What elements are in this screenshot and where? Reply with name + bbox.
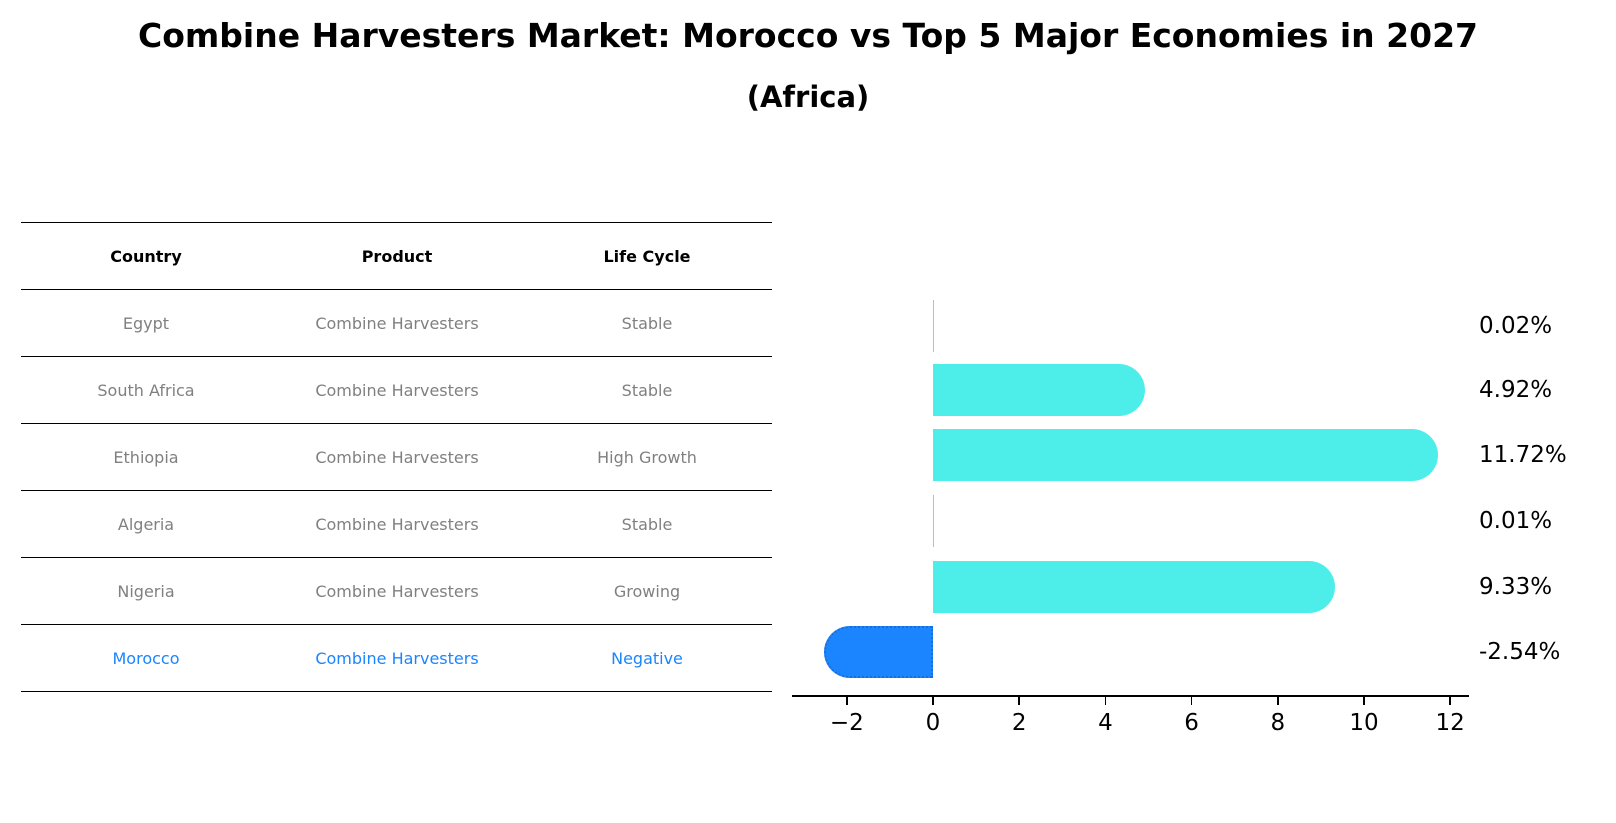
- value-label: 0.02%: [1479, 313, 1553, 339]
- product-cell: Combine Harvesters: [315, 380, 479, 400]
- table-row: South Africa Combine Harvesters Stable: [21, 356, 772, 423]
- x-tick-label: 8: [1270, 710, 1286, 736]
- product-cell: Combine Harvesters: [315, 447, 479, 467]
- x-tick-label: −2: [829, 710, 864, 736]
- table-row: Nigeria Combine Harvesters Growing: [21, 557, 772, 624]
- chart-subtitle: (Africa): [746, 80, 870, 114]
- table-row: Ethiopia Combine Harvesters High Growth: [21, 423, 772, 490]
- life-cycle-cell: Stable: [621, 514, 673, 534]
- bar-algeria: [933, 495, 934, 547]
- x-tick: [1104, 697, 1107, 705]
- x-tick-label: 0: [925, 710, 941, 736]
- x-axis-line: [792, 695, 1469, 697]
- country-table: Country Product Life Cycle Egypt Combine…: [21, 222, 772, 692]
- bar-south-africa: [933, 364, 1146, 416]
- value-label: 11.72%: [1479, 442, 1567, 468]
- x-tick-label: 10: [1349, 710, 1379, 736]
- table-row: Egypt Combine Harvesters Stable: [21, 289, 772, 356]
- bar-ethiopia: [933, 429, 1439, 481]
- x-tick: [1277, 697, 1279, 705]
- table-row-highlighted: Morocco Combine Harvesters Negative: [21, 624, 772, 692]
- column-header-product: Product: [361, 246, 433, 266]
- life-cycle-cell: High Growth: [597, 447, 697, 467]
- country-cell: Morocco: [112, 648, 180, 668]
- column-header-country: Country: [110, 246, 182, 266]
- bar-nigeria: [933, 561, 1336, 613]
- country-cell: South Africa: [97, 380, 195, 400]
- x-tick-label: 12: [1435, 710, 1465, 736]
- x-tick: [1363, 697, 1365, 705]
- x-tick: [1190, 697, 1193, 705]
- product-cell: Combine Harvesters: [315, 581, 479, 601]
- country-cell: Egypt: [122, 313, 170, 333]
- product-cell: Combine Harvesters: [315, 313, 479, 333]
- country-cell: Ethiopia: [113, 447, 179, 467]
- product-cell: Combine Harvesters: [315, 514, 479, 534]
- life-cycle-cell: Stable: [621, 380, 673, 400]
- x-tick-label: 6: [1184, 710, 1199, 736]
- bar-morocco: [823, 626, 933, 678]
- x-tick: [1449, 697, 1451, 705]
- value-label: -2.54%: [1479, 639, 1561, 665]
- life-cycle-cell: Stable: [621, 313, 673, 333]
- chart-title: Combine Harvesters Market: Morocco vs To…: [138, 16, 1478, 55]
- value-label: 4.92%: [1479, 377, 1553, 403]
- value-label: 9.33%: [1479, 574, 1553, 600]
- product-cell: Combine Harvesters: [315, 648, 479, 668]
- life-cycle-cell: Negative: [611, 648, 683, 668]
- x-tick-label: 2: [1011, 710, 1027, 736]
- country-cell: Algeria: [117, 514, 175, 534]
- value-label: 0.01%: [1479, 508, 1553, 534]
- table-header-row: Country Product Life Cycle: [21, 222, 772, 289]
- x-tick-label: 4: [1098, 710, 1113, 736]
- bar-egypt: [933, 300, 934, 352]
- column-header-life-cycle: Life Cycle: [603, 246, 691, 266]
- life-cycle-cell: Growing: [613, 581, 681, 601]
- country-cell: Nigeria: [117, 581, 175, 601]
- x-tick: [932, 697, 934, 705]
- x-tick: [1018, 697, 1020, 705]
- table-row: Algeria Combine Harvesters Stable: [21, 490, 772, 557]
- x-tick: [846, 697, 848, 705]
